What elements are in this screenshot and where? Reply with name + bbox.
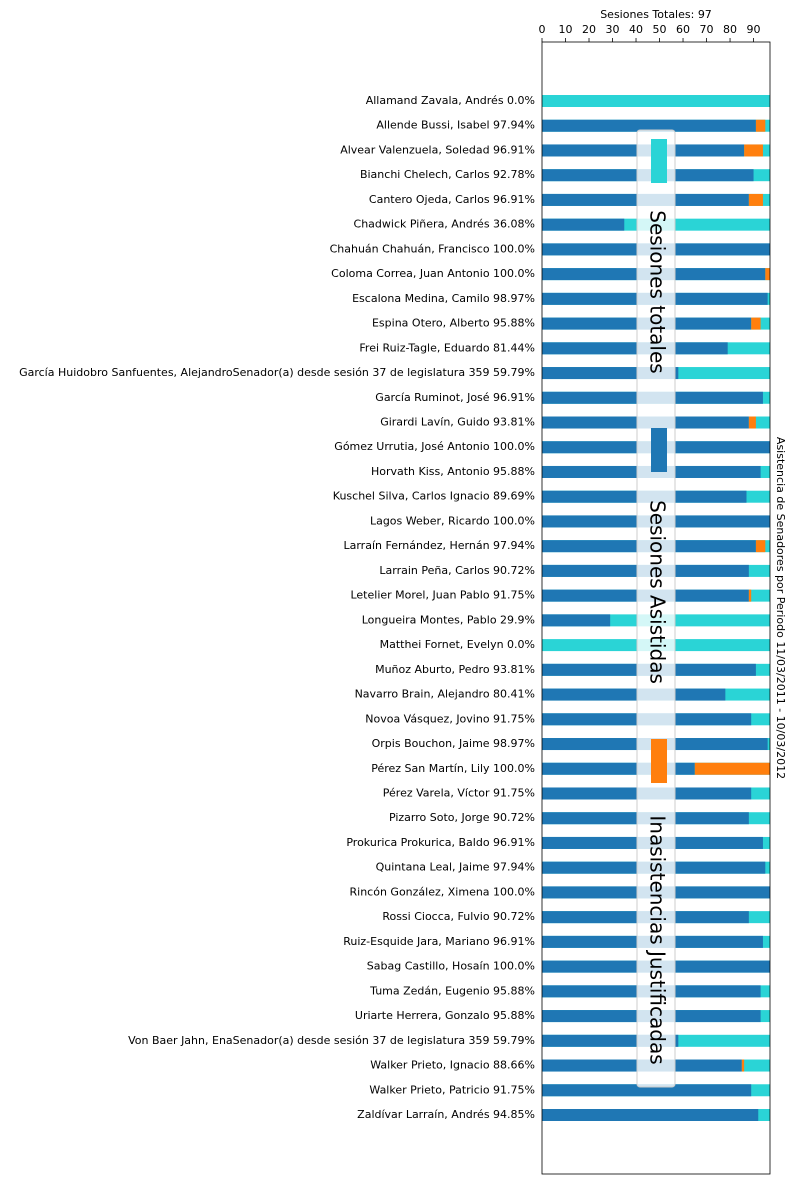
y-tick-label: García Huidobro Sanfuentes, AlejandroSen… bbox=[19, 366, 535, 379]
y-tick-label: Coloma Correa, Juan Antonio 100.0% bbox=[331, 267, 535, 280]
bar-total bbox=[542, 95, 770, 107]
y-tick-label: Pérez San Martín, Lily 100.0% bbox=[371, 762, 535, 775]
y-tick-label: Frei Ruiz-Tagle, Eduardo 81.44% bbox=[359, 341, 535, 354]
bar-attended bbox=[542, 119, 756, 132]
y-tick-label: Navarro Brain, Alejandro 80.41% bbox=[355, 688, 535, 701]
y-tick-label: Sabag Castillo, Hosaín 100.0% bbox=[367, 960, 535, 973]
y-tick-label: Larraín Fernández, Hernán 97.94% bbox=[343, 539, 535, 552]
bar-attended bbox=[542, 218, 625, 231]
y-tick-label: Orpis Bouchon, Jaime 98.97% bbox=[372, 737, 535, 750]
x-tick-label: 40 bbox=[629, 23, 643, 36]
y-tick-label: Novoa Vásquez, Jovino 91.75% bbox=[365, 712, 535, 725]
y-tick-label: Tuma Zedán, Eugenio 95.88% bbox=[369, 984, 535, 997]
y-tick-label: Larrain Peña, Carlos 90.72% bbox=[379, 564, 535, 577]
y-tick-label: Ruiz-Esquide Jara, Mariano 96.91% bbox=[343, 935, 535, 948]
bar-justified bbox=[748, 193, 763, 206]
y-tick-label: Allamand Zavala, Andrés 0.0% bbox=[366, 94, 535, 107]
y-tick-label: Cantero Ojeda, Carlos 96.91% bbox=[369, 193, 535, 206]
x-tick-label: 50 bbox=[653, 23, 667, 36]
legend-swatch bbox=[651, 139, 667, 183]
y-tick-label: Lagos Weber, Ricardo 100.0% bbox=[370, 514, 535, 527]
bar-justified bbox=[741, 1059, 745, 1072]
bar-justified bbox=[751, 317, 761, 330]
y-tick-label: Rincón González, Ximena 100.0% bbox=[350, 885, 535, 898]
y-tick-label: Escalona Medina, Camilo 98.97% bbox=[352, 292, 535, 305]
y-tick-label: Gómez Urrutia, José Antonio 100.0% bbox=[334, 440, 535, 453]
y-tick-label: Bianchi Chelech, Carlos 92.78% bbox=[360, 168, 535, 181]
y-tick-label: Muñoz Aburto, Pedro 93.81% bbox=[375, 663, 535, 676]
legend-label: Sesiones totales bbox=[646, 210, 670, 373]
bar-justified bbox=[755, 119, 766, 132]
x-tick-label: 20 bbox=[582, 23, 596, 36]
y-tick-label: Horvath Kiss, Antonio 95.88% bbox=[371, 465, 535, 478]
x-tick-label: 90 bbox=[747, 23, 761, 36]
y-tick-label: Espina Otero, Alberto 95.88% bbox=[372, 317, 535, 330]
y-tick-label: Letelier Morel, Juan Pablo 91.75% bbox=[350, 589, 535, 602]
x-axis-label: Sesiones Totales: 97 bbox=[600, 8, 712, 21]
x-tick-label: 60 bbox=[676, 23, 690, 36]
x-tick-label: 30 bbox=[606, 23, 620, 36]
y-tick-label: Chahuán Chahuán, Francisco 100.0% bbox=[330, 242, 535, 255]
bar-attended bbox=[542, 614, 611, 627]
legend-swatch bbox=[651, 739, 667, 783]
legend-label: Inasistencias Justificadas bbox=[646, 815, 670, 1064]
bar-justified bbox=[765, 268, 770, 281]
y-tick-label: Kuschel Silva, Carlos Ignacio 89.69% bbox=[333, 490, 535, 503]
bar-justified bbox=[748, 589, 752, 602]
y-tick-label: Walker Prieto, Ignacio 88.66% bbox=[370, 1059, 535, 1072]
y-tick-label: Zaldívar Larraín, Andrés 94.85% bbox=[357, 1108, 535, 1121]
y-tick-label: Longueira Montes, Pablo 29.9% bbox=[362, 613, 535, 626]
legend-swatch bbox=[651, 428, 667, 472]
y-tick-label: Girardi Lavín, Guido 93.81% bbox=[380, 416, 535, 429]
y-tick-label: Von Baer Jahn, EnaSenador(a) desde sesió… bbox=[128, 1034, 535, 1047]
bar-justified bbox=[744, 144, 763, 157]
x-tick-label: 70 bbox=[700, 23, 714, 36]
y-tick-label: Allende Bussi, Isabel 97.94% bbox=[376, 119, 535, 132]
legend-label: Sesiones Asistidas bbox=[646, 500, 670, 684]
bar-attended bbox=[542, 1084, 752, 1097]
bar-attended bbox=[542, 1109, 759, 1121]
bar-justified bbox=[755, 540, 766, 553]
y-tick-label: Alvear Valenzuela, Soledad 96.91% bbox=[340, 143, 535, 156]
y-tick-label: Walker Prieto, Patricio 91.75% bbox=[369, 1083, 535, 1096]
y-tick-label: Rossi Ciocca, Fulvio 90.72% bbox=[382, 910, 535, 923]
bar-attended bbox=[542, 688, 726, 701]
y-tick-label: Matthei Fornet, Evelyn 0.0% bbox=[380, 638, 535, 651]
y-tick-label: Pizarro Soto, Jorge 90.72% bbox=[389, 811, 535, 824]
legend-box bbox=[636, 129, 676, 1088]
y-tick-label: Uriarte Herrera, Gonzalo 95.88% bbox=[355, 1009, 535, 1022]
x-tick-label: 0 bbox=[539, 23, 546, 36]
y-tick-label: Pérez Varela, Víctor 91.75% bbox=[383, 786, 535, 799]
bar-justified bbox=[694, 762, 770, 775]
y-tick-label: Prokurica Prokurica, Baldo 96.91% bbox=[346, 836, 535, 849]
y-tick-label: García Ruminot, José 96.91% bbox=[375, 391, 535, 404]
x-tick-label: 80 bbox=[723, 23, 737, 36]
y-tick-label: Quintana Leal, Jaime 97.94% bbox=[376, 861, 535, 874]
plot-frame bbox=[541, 41, 771, 1175]
x-tick-label: 10 bbox=[559, 23, 573, 36]
bar-attended bbox=[542, 342, 728, 355]
bar-justified bbox=[748, 416, 756, 429]
y-axis-label: Asistencia de Senadores por Periodo 11/0… bbox=[774, 437, 787, 779]
y-tick-label: Chadwick Piñera, Andrés 36.08% bbox=[354, 218, 535, 231]
